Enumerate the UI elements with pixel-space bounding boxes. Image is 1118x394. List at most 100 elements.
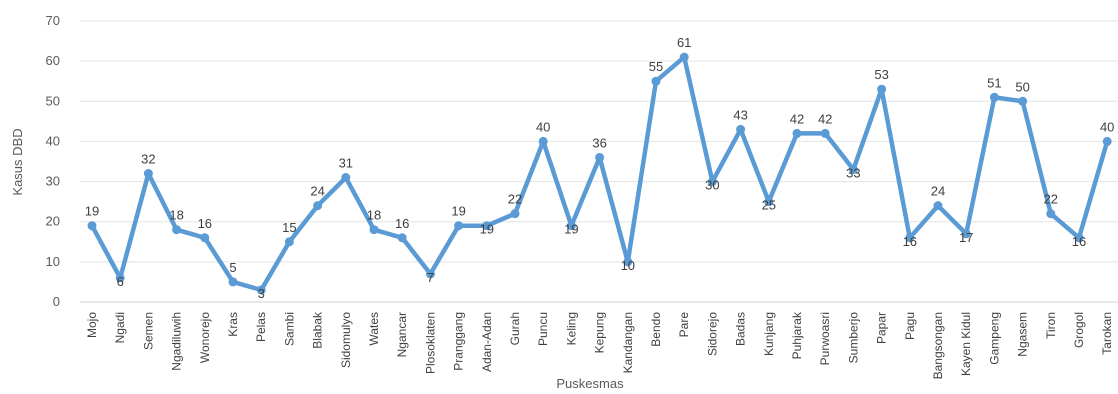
data-label: 18 — [367, 208, 381, 223]
series-line — [89, 54, 1110, 293]
data-label: 19 — [564, 222, 578, 237]
data-label: 16 — [198, 216, 212, 231]
x-category-label: Blabak — [311, 311, 325, 349]
data-label: 50 — [1015, 79, 1029, 94]
y-tick-label: 20 — [46, 214, 60, 229]
data-label: 5 — [229, 260, 236, 275]
data-label: 33 — [846, 166, 860, 181]
data-label: 22 — [1044, 192, 1058, 207]
data-point — [651, 76, 661, 86]
x-category-label: Sambi — [282, 312, 296, 346]
x-category-label: Gampeng — [987, 312, 1001, 365]
x-category-label: Puncu — [536, 312, 550, 346]
y-tick-label: 60 — [46, 53, 60, 68]
data-point — [228, 277, 238, 287]
data-label: 30 — [705, 178, 719, 193]
x-category-label: Keling — [564, 312, 578, 345]
x-category-label: Tiron — [1044, 312, 1058, 339]
data-point — [736, 124, 746, 134]
y-tick-label: 70 — [46, 13, 60, 28]
x-category-label: Sumberjo — [846, 312, 860, 364]
data-point — [848, 165, 858, 175]
x-category-label: Ngadi — [113, 312, 127, 343]
data-label: 16 — [395, 216, 409, 231]
x-category-label: Grogol — [1072, 312, 1086, 348]
x-category-label: Kandangan — [621, 312, 635, 373]
data-point — [284, 237, 294, 247]
data-label: 19 — [480, 222, 494, 237]
data-label: 19 — [85, 204, 99, 219]
series — [89, 54, 1110, 293]
y-axis-title: Kasus DBD — [10, 128, 25, 195]
y-tick-label: 10 — [46, 254, 60, 269]
data-label: 15 — [282, 220, 296, 235]
data-point — [313, 201, 323, 211]
x-category-label: Bendo — [649, 312, 663, 347]
x-axis-category-labels: Mojo Ngadi Semen Ngadiluwih Wonorejo Kras Pela… — [85, 311, 1114, 379]
data-label: 31 — [339, 156, 353, 171]
data-label: 42 — [790, 111, 804, 126]
x-category-label: Ngasem — [1016, 312, 1030, 357]
x-category-label: Papar — [875, 312, 889, 344]
x-category-label: Kepung — [593, 312, 607, 353]
data-point — [764, 197, 774, 207]
x-category-label: Ngancar — [395, 312, 409, 357]
data-point — [87, 221, 97, 231]
data-point — [989, 92, 999, 102]
data-point — [792, 128, 802, 138]
data-point — [538, 136, 548, 146]
data-point — [200, 233, 210, 243]
data-label: 17 — [959, 230, 973, 245]
x-category-label: Pelas — [254, 312, 268, 342]
data-points — [87, 52, 1112, 295]
x-category-label: Bangsongan — [931, 312, 945, 379]
data-label: 40 — [1100, 119, 1114, 134]
x-category-label: Semen — [141, 312, 155, 350]
data-point — [256, 285, 266, 295]
data-label: 25 — [762, 198, 776, 213]
x-category-label: Wonorejo — [198, 312, 212, 363]
y-axis-ticks: 0 10 20 30 40 50 60 70 — [46, 13, 60, 309]
data-label: 61 — [677, 35, 691, 50]
x-category-label: Kras — [226, 312, 240, 337]
x-category-label: Ngadiluwih — [170, 312, 184, 371]
x-category-label: Kunjang — [762, 312, 776, 356]
x-category-label: Mojo — [85, 312, 99, 338]
x-category-label: Tarokan — [1100, 312, 1114, 355]
data-point — [454, 221, 464, 231]
data-point — [877, 84, 887, 94]
data-point — [482, 221, 492, 231]
data-label: 6 — [117, 274, 124, 289]
x-category-label: Puhjarak — [790, 311, 804, 359]
data-label: 19 — [451, 204, 465, 219]
data-point — [707, 177, 717, 187]
x-axis-title: Puskesmas — [556, 376, 624, 391]
x-category-label: Sidomulyo — [339, 312, 353, 368]
x-category-label: Wates — [367, 312, 381, 346]
data-label: 32 — [141, 152, 155, 167]
data-point — [341, 173, 351, 183]
data-point — [566, 221, 576, 231]
data-label: 24 — [931, 184, 945, 199]
data-label: 51 — [987, 75, 1001, 90]
data-label: 43 — [733, 107, 747, 122]
data-point — [1074, 233, 1084, 243]
data-point — [961, 229, 971, 239]
data-label: 24 — [310, 184, 324, 199]
data-label: 36 — [592, 135, 606, 150]
data-label: 10 — [621, 258, 635, 273]
x-category-label: Adan-Adan — [480, 312, 494, 372]
data-point — [510, 209, 520, 219]
y-tick-label: 0 — [53, 294, 60, 309]
data-label: 22 — [508, 192, 522, 207]
data-label: 16 — [1072, 234, 1086, 249]
y-tick-label: 40 — [46, 133, 60, 148]
data-label: 40 — [536, 119, 550, 134]
data-label: 18 — [169, 208, 183, 223]
data-point — [905, 233, 915, 243]
data-label: 7 — [427, 270, 434, 285]
x-category-label: Pare — [677, 312, 691, 338]
x-category-label: Pranggang — [452, 312, 466, 371]
x-category-label: Gurah — [508, 312, 522, 345]
